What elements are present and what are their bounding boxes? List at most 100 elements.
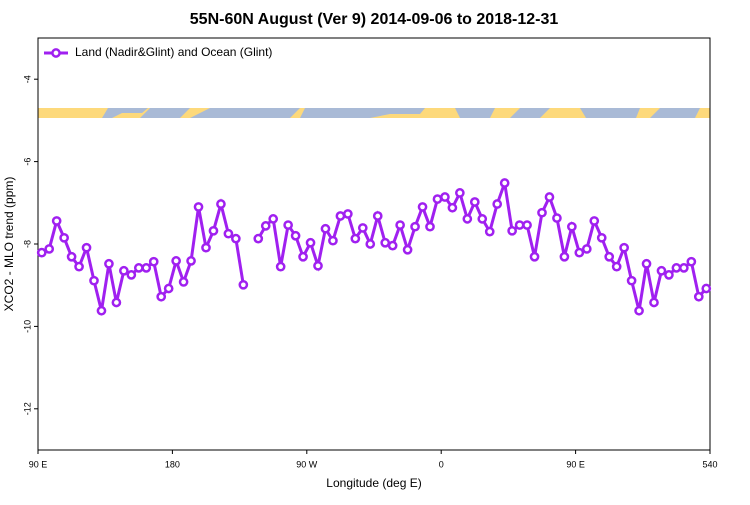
data-point [372,211,383,221]
y-tick-label: -10 [22,320,32,333]
y-tick-label: -4 [22,75,32,83]
data-point [604,251,615,262]
data-point [223,228,234,239]
data-point [216,199,226,209]
data-point [522,220,532,230]
data-point [611,261,622,272]
y-tick-label: -8 [22,240,32,248]
data-point [574,247,585,258]
data-point [455,188,465,198]
data-point [387,240,398,251]
data-point [298,251,308,262]
y-tick-label: -12 [22,402,32,415]
data-point [417,202,428,212]
data-point [335,211,346,221]
data-point [51,216,62,226]
data-point [36,247,47,258]
map-strip [38,108,710,118]
data-point [343,209,353,219]
x-tick-label: 90 E [566,459,585,469]
data-point [290,230,301,241]
data-point [649,297,659,308]
data-point [626,275,637,286]
data-point [664,270,674,280]
data-point [619,242,629,253]
data-point [96,305,107,316]
data-point [395,220,405,230]
data-point [133,263,144,273]
data-point [119,265,129,276]
y-axis-label: XCO2 - MLO trend (ppm) [2,177,16,312]
data-point [350,233,361,244]
data-point [253,233,264,244]
data-point [260,221,271,231]
data-point [126,270,137,280]
data-point [477,214,488,224]
data-point [432,194,443,204]
data-point [186,256,196,266]
data-point [514,220,525,230]
data-point [641,258,652,269]
data-point [171,256,181,266]
data-point [559,251,570,262]
y-tick-label: -6 [22,158,32,166]
data-point [156,291,167,302]
data-point [305,237,316,248]
data-point [440,192,450,202]
legend-label: Land (Nadir&Glint) and Ocean (Glint) [75,45,272,59]
data-point [66,251,77,262]
data-point [148,256,159,267]
data-point [693,291,704,302]
data-point [365,239,376,249]
data-point [81,242,92,253]
data-point [178,277,189,287]
data-point [581,244,592,254]
data-point [357,223,368,233]
data-point [469,197,480,207]
x-axis-label: Longitude (deg E) [326,476,421,490]
data-point [589,216,600,226]
data-point [44,244,55,254]
data-point [231,233,241,244]
legend-marker [51,48,61,58]
series-line [256,182,708,312]
x-tick-label: 180 [165,459,180,469]
data-point [552,213,562,223]
data-point [634,305,644,316]
data-point [313,260,323,271]
data-point [275,261,286,272]
x-tick-label: 0 [439,459,444,469]
data-point [238,279,249,290]
data-point [529,251,540,262]
data-point [447,202,458,213]
data-point [499,178,510,188]
x-tick-label: 540 [702,459,717,469]
data-point [104,258,114,269]
data-point [193,202,204,212]
data-point [320,223,331,234]
data-point [89,275,99,286]
data-point [462,214,473,224]
data-point [328,235,338,246]
data-point [679,263,689,273]
data-point [141,263,152,273]
data-point [671,263,682,273]
data-point [492,199,503,209]
data-point [111,297,122,308]
data-point [410,221,420,232]
data-point [268,214,279,224]
data-point [208,225,219,236]
x-tick-label: 90 E [29,459,48,469]
data-point [596,232,607,243]
data-point [701,283,712,294]
data-point [537,207,547,218]
data-point [201,242,211,253]
data-point [59,232,69,243]
data-point [656,265,667,276]
data-point [544,192,555,202]
data-point [686,256,697,267]
data-point [402,244,413,255]
data-point [380,237,391,248]
data-point [567,221,577,232]
